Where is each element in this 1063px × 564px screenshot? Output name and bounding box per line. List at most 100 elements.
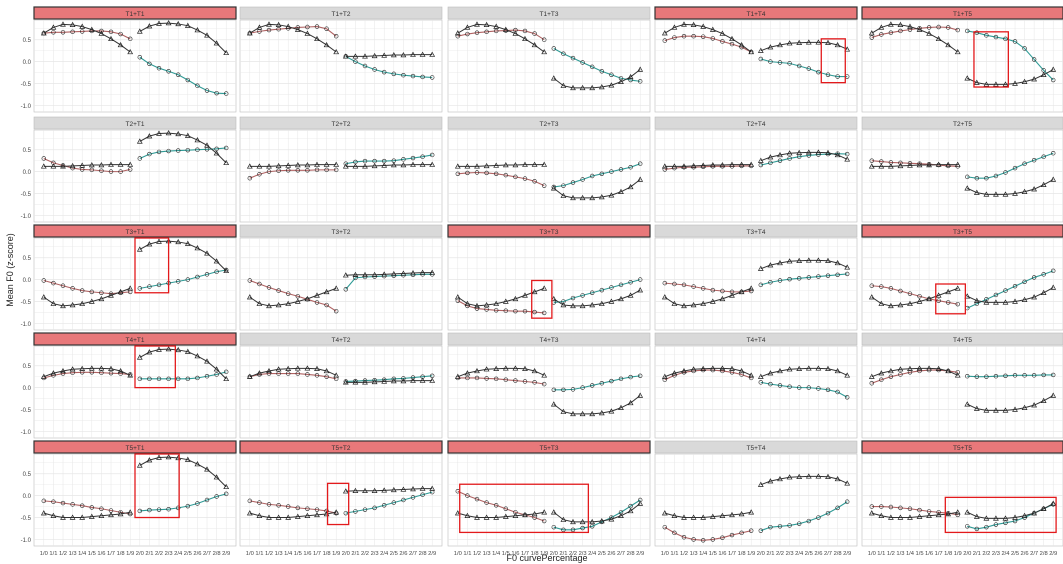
target-syllable1-line	[664, 369, 752, 381]
facet-strip-label: T4+T4	[747, 337, 766, 344]
x-tick-label: 2/3	[371, 551, 379, 557]
target-syllable2-point	[224, 369, 229, 375]
facet-panel: T3+T3	[447, 224, 651, 331]
target-syllable2-point	[430, 75, 435, 80]
target-syllable1-line	[457, 300, 545, 314]
facet-panel: T1+T2	[239, 6, 443, 113]
target-syllable1-point	[917, 294, 922, 299]
baseline-syllable1-point	[738, 510, 745, 517]
baseline-syllable1-point	[314, 292, 320, 298]
baseline-syllable2-point	[223, 375, 230, 382]
facet-strip-label: T5+T5	[953, 445, 972, 452]
target-syllable2-line	[345, 55, 433, 78]
target-syllable2-point	[343, 510, 348, 516]
baseline-syllable1-point	[907, 300, 913, 306]
y-tick-label: 0.0	[23, 278, 32, 284]
target-syllable2-point	[204, 88, 210, 93]
target-syllable2-point	[410, 495, 416, 500]
x-tick-label: 2/7	[617, 551, 625, 557]
baseline-syllable2-point	[786, 40, 793, 46]
target-syllable1-point	[936, 298, 941, 303]
target-syllable1-point	[503, 172, 508, 178]
target-syllable1-point	[305, 506, 310, 511]
baseline-syllable2-point	[1040, 397, 1047, 403]
x-tick-label: 2/8	[213, 551, 221, 557]
baseline-syllable2-point	[964, 509, 971, 515]
target-syllable1-point	[503, 308, 508, 313]
facet-panel: T1+T3	[447, 6, 651, 113]
baseline-syllable1-point	[681, 163, 687, 169]
baseline-syllable2-point	[627, 507, 634, 514]
baseline-syllable2-point	[400, 270, 407, 276]
baseline-syllable2-point	[550, 401, 557, 407]
baseline-syllable1-point	[454, 510, 461, 516]
target-syllable2-point	[1051, 151, 1056, 156]
x-tick-label: 1/6	[511, 551, 519, 557]
baseline-syllable1-point	[681, 302, 687, 309]
target-syllable1-line	[43, 30, 131, 40]
target-syllable2-point	[570, 55, 576, 61]
target-syllable2-point	[224, 491, 229, 497]
target-syllable2-point	[580, 293, 585, 298]
target-syllable1-point	[257, 281, 262, 287]
x-tick-label: 1/6	[718, 551, 726, 557]
baseline-syllable1-point	[671, 163, 678, 169]
target-syllable1-point	[522, 28, 528, 34]
baseline-syllable2-point	[390, 378, 397, 384]
baseline-syllable1-point	[661, 510, 668, 516]
baseline-syllable1-point	[275, 21, 282, 28]
baseline-syllable1-point	[878, 300, 885, 306]
baseline-syllable1-point	[294, 162, 301, 168]
facet-panel: T3+T1 -1.0 -0.5 0.0 0.5	[21, 224, 237, 331]
baseline-syllable2-point	[156, 130, 162, 136]
baseline-syllable1-point	[690, 514, 697, 520]
baseline-syllable2-point	[579, 302, 586, 309]
facet-strip-label: T1+T3	[540, 11, 559, 18]
target-syllable1-point	[945, 25, 951, 30]
baseline-syllable2-point	[223, 159, 230, 166]
baseline-syllable2-point	[352, 487, 359, 493]
baseline-syllable1-point	[454, 373, 461, 379]
baseline-syllable1-point	[117, 367, 124, 374]
target-syllable2-point	[391, 500, 396, 505]
target-syllable1-point	[522, 176, 528, 181]
baseline-syllable2-point	[1031, 294, 1038, 300]
facet-strip-label: T3+T4	[747, 229, 766, 236]
x-tick-label: 2/4	[380, 551, 389, 557]
target-syllable2-point	[176, 72, 181, 77]
baseline-syllable1-point	[926, 512, 932, 518]
baseline-syllable2-point	[834, 41, 841, 48]
baseline-syllable1-point	[246, 294, 253, 300]
baseline-syllable1-point	[887, 163, 894, 169]
baseline-syllable1-point	[729, 161, 735, 167]
baseline-syllable1-point	[700, 365, 707, 371]
baseline-syllable1-point	[729, 511, 735, 518]
baseline-syllable2-point	[410, 486, 416, 492]
baseline-syllable2-point	[136, 354, 143, 360]
panel-background	[447, 345, 651, 439]
baseline-syllable2-point	[570, 518, 576, 525]
target-syllable2-line	[967, 152, 1054, 179]
highlight-box	[134, 237, 170, 294]
highlight-box	[459, 483, 590, 534]
baseline-syllable2-point	[834, 367, 841, 374]
baseline-syllable1-point	[541, 161, 548, 167]
facet-strip	[654, 116, 858, 130]
target-syllable2-point	[176, 279, 181, 284]
baseline-syllable1-point	[522, 365, 528, 371]
y-tick-label: -0.5	[21, 408, 32, 414]
x-tick-label: 2/6	[814, 551, 822, 557]
target-syllable2-point	[185, 503, 191, 509]
baseline-syllable2-point	[184, 132, 191, 138]
target-syllable2-point	[195, 274, 200, 280]
baseline-syllable1-point	[79, 300, 86, 306]
baseline-syllable1-point	[868, 510, 875, 516]
target-syllable1-point	[662, 38, 667, 43]
baseline-syllable1-point	[738, 161, 745, 167]
target-syllable2-point	[185, 77, 191, 83]
baseline-syllable2-point	[964, 293, 971, 299]
baseline-syllable2-point	[786, 150, 793, 156]
target-syllable2-point	[758, 56, 763, 62]
baseline-syllable2-line	[139, 240, 227, 272]
target-syllable1-point	[266, 285, 272, 290]
